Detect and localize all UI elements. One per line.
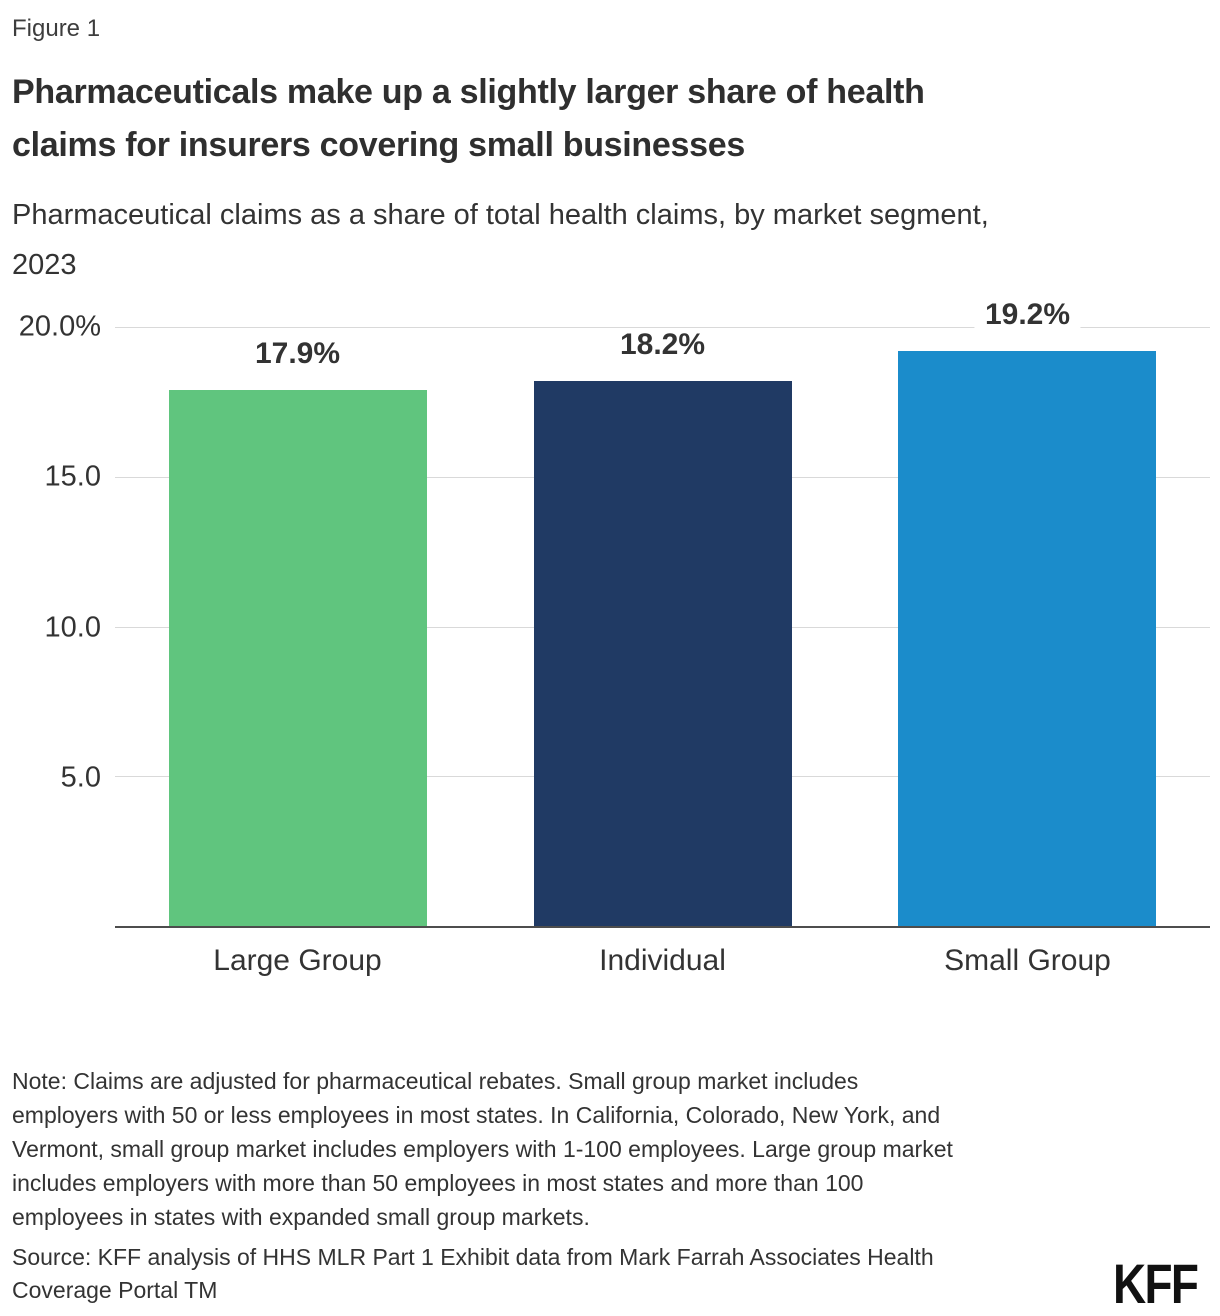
- gridline: [115, 327, 1210, 328]
- figure-label: Figure 1: [12, 15, 101, 42]
- bar-group-individual: 18.2%: [533, 327, 792, 926]
- plot-area: 17.9% 18.2% 19.2%: [115, 297, 1210, 928]
- y-axis-tick-label: 5.0: [60, 761, 101, 794]
- x-axis-label-individual: Individual: [599, 944, 726, 977]
- y-axis-tick-label: 10.0: [44, 611, 101, 643]
- y-axis-tick-label: 15.0: [44, 460, 101, 493]
- chart-subtitle: Pharmaceutical claims as a share of tota…: [12, 199, 989, 281]
- y-axis-tick-label: 20.0%: [18, 310, 101, 343]
- x-axis-label-large-group: Large Group: [213, 944, 382, 977]
- bar-group-large-group: 17.9%: [168, 336, 427, 926]
- bar-value-label: 19.2%: [974, 297, 1081, 332]
- bar-chart: 20.0% 15.0 10.0 5.0 17.9% 18.2% 19.2% La…: [0, 297, 1220, 987]
- x-axis-label-small-group: Small Group: [944, 944, 1111, 977]
- chart-title: Pharmaceuticals make up a slightly large…: [12, 73, 925, 164]
- bar-group-small-group: 19.2%: [898, 297, 1157, 926]
- kff-logo: KFF: [1113, 1252, 1199, 1315]
- note-text: Note: Claims are adjusted for pharmaceut…: [12, 1068, 953, 1230]
- source-text: Source: KFF analysis of HHS MLR Part 1 E…: [12, 1244, 934, 1303]
- y-axis: 20.0% 15.0 10.0 5.0: [0, 311, 101, 928]
- bar-value-label: 17.9%: [244, 336, 351, 371]
- bar-individual[interactable]: [533, 380, 792, 926]
- bar-small-group[interactable]: [898, 350, 1157, 926]
- bar-value-label: 18.2%: [609, 327, 716, 362]
- bar-large-group[interactable]: [168, 389, 427, 926]
